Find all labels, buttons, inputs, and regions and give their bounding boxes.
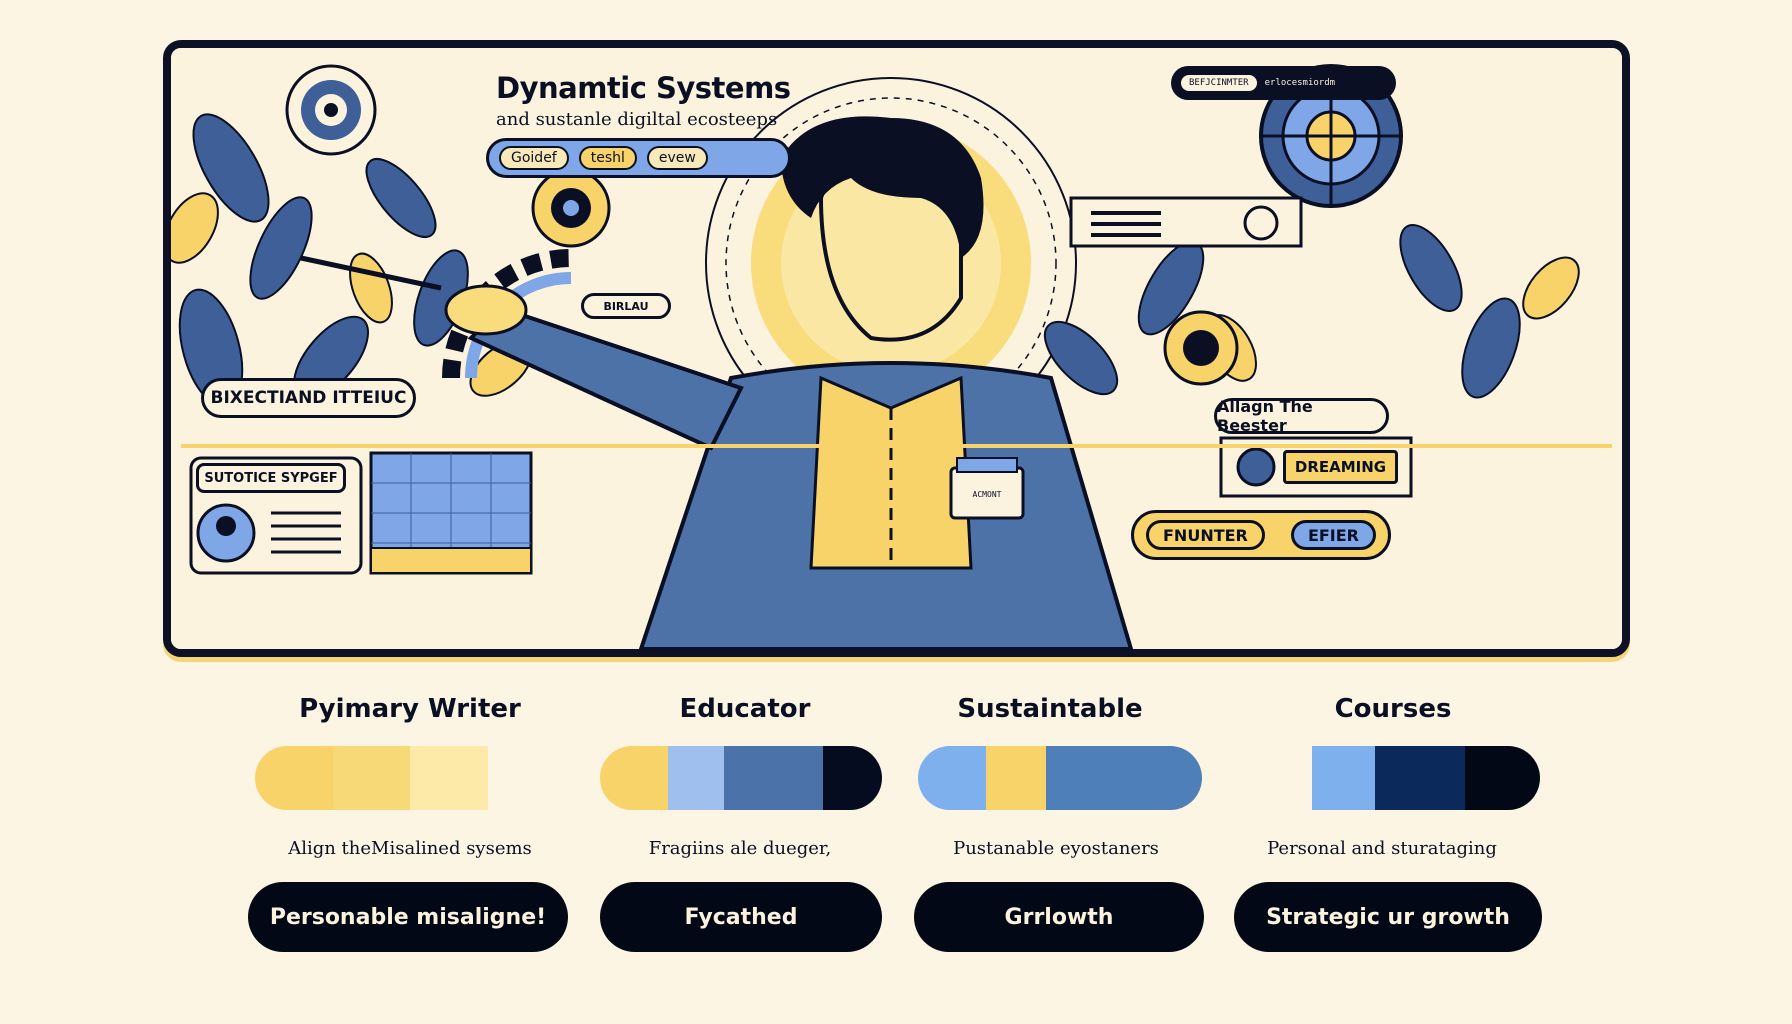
swatch-color [487, 746, 565, 810]
fnunter-button[interactable]: FNUNTER [1146, 520, 1265, 550]
swatch-color [255, 746, 333, 810]
card-title-sustaintable: Sustaintable [957, 694, 1143, 724]
swatch-color [918, 746, 987, 810]
button-strategic-growth[interactable]: Strategic ur growth [1234, 882, 1542, 952]
caption-courses: Personal and sturataging [1267, 838, 1497, 859]
efier-button[interactable]: EFIER [1290, 520, 1376, 550]
top-search-field[interactable]: BEFJCINMTER [1181, 75, 1257, 91]
left-label-chip[interactable]: BIXECTIAND ITTEIUC [201, 378, 416, 418]
tab-teshl[interactable]: teshl [578, 146, 637, 170]
name-tag-label: ACMONT [972, 490, 1002, 499]
swatch-color [986, 746, 1046, 810]
tab-goidef[interactable]: Goidef [499, 146, 569, 170]
palette-courses [1240, 746, 1540, 810]
caption-educator: Fragiins ale dueger, [648, 838, 832, 859]
banner-tab-bar: Goidef teshl evew [486, 138, 791, 178]
button-fycathed[interactable]: Fycathed [600, 882, 882, 952]
card-title-courses: Courses [1334, 694, 1452, 724]
swatch-color [1375, 746, 1465, 810]
button-grrlowth[interactable]: Grrlowth [914, 882, 1204, 952]
left-panel-title: SUTOTICE SYPGEF [196, 463, 346, 493]
caption-sustaintable: Pustanable eyostaners [953, 838, 1159, 859]
palette-educator [600, 746, 882, 810]
swatch-color [724, 746, 823, 810]
swatch-color [332, 746, 410, 810]
palette-primary-writer [255, 746, 565, 810]
dreaming-badge: DREAMING [1283, 450, 1398, 484]
caption-primary-writer: Align theMisalined sysems [288, 838, 532, 859]
right-label-chip[interactable]: Allagn The Beester [1214, 397, 1389, 435]
palette-sustaintable [918, 746, 1202, 810]
swatch-color [667, 746, 725, 810]
action-pill: FNUNTER EFIER [1131, 510, 1391, 560]
burlaw-badge: BIRLAU [581, 293, 671, 319]
swatch-color [1240, 746, 1312, 810]
swatch-color [600, 746, 668, 810]
top-search-meta: erlocesmiordm [1264, 78, 1336, 88]
banner-subtitle: and sustanle digiltal ecosteeps [496, 109, 778, 130]
swatch-color [410, 746, 488, 810]
swatch-color [1045, 746, 1202, 810]
banner-title: Dynamtic Systems [496, 71, 791, 105]
tab-evew[interactable]: evew [646, 146, 708, 170]
top-search-bar[interactable]: BEFJCINMTER erlocesmiordm [1171, 66, 1396, 100]
button-personable-misaligne[interactable]: Personable misaligne! [248, 882, 568, 952]
card-title-educator: Educator [679, 694, 811, 724]
swatch-color [822, 746, 882, 810]
hero-illustration [171, 48, 1622, 649]
swatch-color [1465, 746, 1540, 810]
hero-banner: Dynamtic Systems and sustanle digiltal e… [163, 40, 1630, 657]
swatch-color [1312, 746, 1375, 810]
card-title-primary-writer: Pyimary Writer [299, 694, 521, 724]
